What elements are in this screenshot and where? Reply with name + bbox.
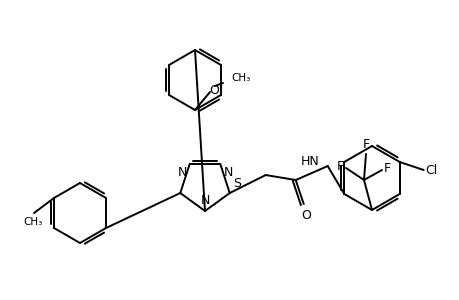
Text: F: F	[336, 160, 343, 173]
Text: N: N	[177, 166, 186, 179]
Text: F: F	[362, 138, 369, 151]
Text: N: N	[223, 166, 232, 179]
Text: F: F	[383, 163, 390, 176]
Text: O: O	[208, 83, 218, 97]
Text: N: N	[200, 194, 209, 207]
Text: S: S	[232, 177, 240, 190]
Text: O: O	[300, 209, 310, 222]
Text: CH₃: CH₃	[230, 73, 250, 83]
Text: Cl: Cl	[425, 164, 437, 178]
Text: HN: HN	[300, 155, 319, 168]
Text: CH₃: CH₃	[23, 217, 43, 227]
